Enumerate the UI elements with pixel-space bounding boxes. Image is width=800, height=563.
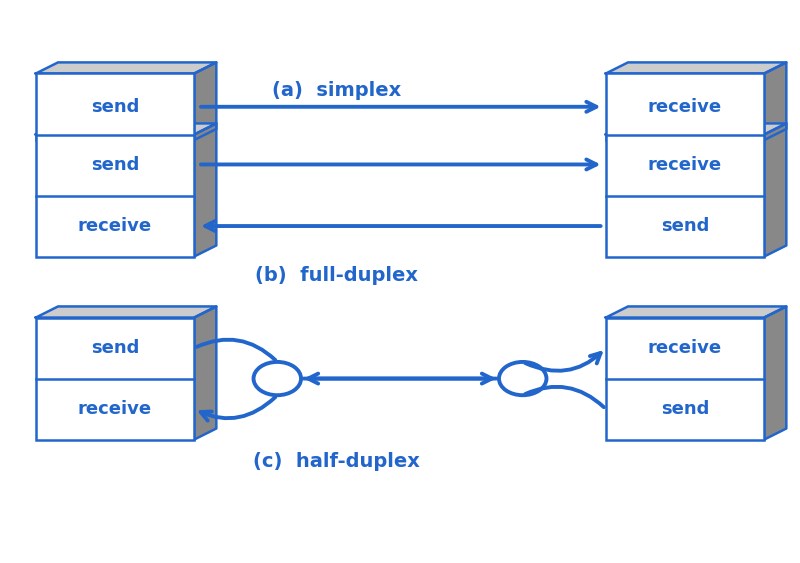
Polygon shape xyxy=(764,306,786,440)
Bar xyxy=(36,135,194,257)
Bar xyxy=(606,135,764,257)
Bar xyxy=(606,74,764,140)
Text: send: send xyxy=(91,339,139,357)
Polygon shape xyxy=(606,62,786,74)
Text: receive: receive xyxy=(78,400,152,418)
Text: (a)  simplex: (a) simplex xyxy=(272,81,402,100)
Bar xyxy=(606,318,764,440)
Polygon shape xyxy=(764,62,786,140)
Polygon shape xyxy=(36,123,216,135)
Polygon shape xyxy=(194,306,216,440)
Text: receive: receive xyxy=(648,156,722,174)
Text: receive: receive xyxy=(648,98,722,116)
Text: (c)  half-duplex: (c) half-duplex xyxy=(254,452,420,471)
Text: receive: receive xyxy=(78,217,152,235)
Polygon shape xyxy=(194,123,216,257)
Polygon shape xyxy=(606,123,786,135)
Text: (b)  full-duplex: (b) full-duplex xyxy=(255,266,418,285)
Polygon shape xyxy=(36,62,216,74)
Bar xyxy=(36,74,194,140)
Polygon shape xyxy=(194,62,216,140)
Text: receive: receive xyxy=(648,339,722,357)
Text: send: send xyxy=(661,217,709,235)
Polygon shape xyxy=(36,306,216,318)
Text: send: send xyxy=(91,156,139,174)
Polygon shape xyxy=(606,306,786,318)
Bar xyxy=(36,318,194,440)
Text: send: send xyxy=(661,400,709,418)
Polygon shape xyxy=(764,123,786,257)
Text: send: send xyxy=(91,98,139,116)
